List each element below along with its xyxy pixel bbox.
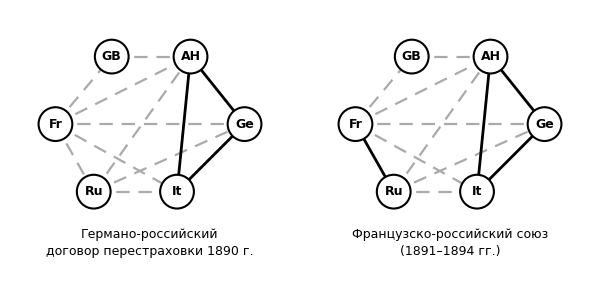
Circle shape: [338, 107, 373, 141]
Circle shape: [95, 40, 128, 73]
Circle shape: [77, 175, 110, 209]
Circle shape: [395, 40, 428, 73]
Circle shape: [460, 175, 494, 209]
Text: GB: GB: [402, 50, 422, 63]
Circle shape: [527, 107, 562, 141]
Text: Fr: Fr: [49, 118, 62, 131]
Text: Ge: Ge: [535, 118, 554, 131]
Circle shape: [38, 107, 73, 141]
Text: GB: GB: [102, 50, 122, 63]
Text: AH: AH: [181, 50, 200, 63]
Circle shape: [173, 40, 208, 73]
Text: Ru: Ru: [85, 185, 103, 198]
Text: It: It: [172, 185, 182, 198]
Circle shape: [227, 107, 262, 141]
Text: Ru: Ru: [385, 185, 403, 198]
Text: Германо-российский
договор перестраховки 1890 г.: Германо-российский договор перестраховки…: [46, 227, 254, 257]
Text: Французско-российский союз
(1891–1894 гг.): Французско-российский союз (1891–1894 гг…: [352, 227, 548, 257]
Circle shape: [160, 175, 194, 209]
Text: Ge: Ge: [235, 118, 254, 131]
Text: It: It: [472, 185, 482, 198]
Text: AH: AH: [481, 50, 500, 63]
Text: Fr: Fr: [349, 118, 362, 131]
Circle shape: [473, 40, 508, 73]
Circle shape: [377, 175, 410, 209]
